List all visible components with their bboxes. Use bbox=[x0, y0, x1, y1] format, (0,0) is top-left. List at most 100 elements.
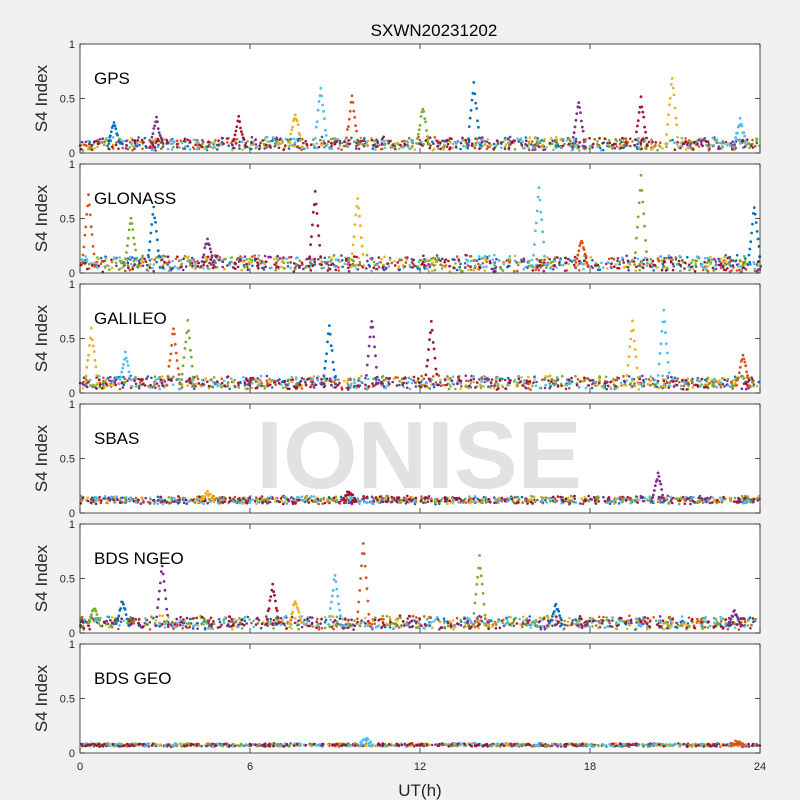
data-point bbox=[463, 262, 467, 265]
data-point bbox=[726, 267, 729, 270]
data-point bbox=[300, 148, 304, 152]
data-point bbox=[755, 269, 759, 273]
data-point bbox=[420, 262, 424, 266]
data-point bbox=[402, 266, 406, 269]
data-point bbox=[157, 384, 161, 388]
data-point bbox=[382, 385, 386, 388]
data-point bbox=[396, 261, 400, 264]
spike-point bbox=[636, 376, 640, 379]
spike-point bbox=[325, 352, 328, 356]
data-point bbox=[282, 256, 285, 259]
spike-point bbox=[370, 320, 374, 323]
data-point bbox=[268, 383, 272, 387]
spike-point bbox=[233, 133, 237, 137]
data-point bbox=[422, 377, 426, 381]
data-point bbox=[377, 265, 381, 269]
spike-point bbox=[570, 145, 574, 149]
data-point bbox=[102, 497, 105, 500]
data-point bbox=[186, 144, 189, 148]
data-point bbox=[201, 382, 204, 386]
data-point bbox=[155, 255, 158, 259]
data-point bbox=[408, 147, 411, 151]
spike-point bbox=[637, 382, 641, 386]
y-axis-title: S4 Index bbox=[32, 64, 51, 132]
spike-point bbox=[749, 240, 753, 244]
spike-point bbox=[124, 356, 128, 360]
spike-point bbox=[748, 247, 752, 251]
data-point bbox=[364, 143, 368, 147]
data-point bbox=[175, 143, 179, 146]
data-point bbox=[132, 500, 136, 503]
spike-point bbox=[741, 353, 745, 357]
data-point bbox=[493, 384, 496, 387]
data-point bbox=[594, 261, 597, 265]
spike-point bbox=[642, 115, 646, 119]
data-point bbox=[722, 496, 725, 499]
data-point bbox=[440, 264, 444, 267]
data-point bbox=[640, 138, 644, 141]
data-point bbox=[544, 383, 547, 387]
data-point bbox=[458, 268, 462, 271]
spike-point bbox=[583, 252, 587, 256]
data-point bbox=[223, 384, 226, 387]
spike-point bbox=[184, 340, 188, 344]
data-point bbox=[673, 148, 677, 151]
data-point bbox=[524, 265, 527, 269]
spike-point bbox=[177, 373, 181, 376]
data-point bbox=[606, 384, 610, 388]
data-point bbox=[114, 261, 118, 265]
data-point bbox=[738, 139, 742, 142]
spike-point bbox=[326, 340, 329, 344]
spike-point bbox=[89, 326, 93, 330]
data-point bbox=[146, 269, 150, 273]
data-point bbox=[407, 136, 411, 140]
data-point bbox=[86, 499, 90, 503]
data-point bbox=[300, 261, 304, 265]
data-point bbox=[576, 378, 580, 381]
data-point bbox=[94, 502, 98, 506]
spike-point bbox=[90, 338, 94, 341]
data-point bbox=[671, 258, 674, 262]
data-point bbox=[277, 143, 280, 146]
data-point bbox=[671, 501, 674, 505]
data-point bbox=[286, 387, 290, 391]
spike-point bbox=[641, 200, 645, 204]
data-point bbox=[79, 147, 83, 151]
data-point bbox=[756, 499, 760, 502]
data-point bbox=[267, 255, 270, 259]
data-point bbox=[204, 377, 208, 380]
data-point bbox=[592, 142, 595, 146]
spike-point bbox=[627, 355, 631, 359]
data-point bbox=[334, 386, 337, 389]
data-point bbox=[402, 139, 406, 143]
data-point bbox=[316, 379, 320, 382]
data-point bbox=[485, 140, 489, 144]
data-point bbox=[490, 619, 493, 622]
spike-point bbox=[673, 106, 677, 110]
data-point bbox=[317, 375, 320, 378]
data-point bbox=[262, 266, 265, 270]
data-point bbox=[273, 381, 276, 384]
data-point bbox=[385, 376, 388, 380]
data-point bbox=[261, 139, 265, 142]
data-point bbox=[207, 140, 210, 143]
data-point bbox=[400, 140, 404, 143]
data-point bbox=[98, 381, 102, 385]
data-point bbox=[576, 143, 579, 146]
spike-point bbox=[315, 120, 319, 124]
data-point bbox=[706, 257, 710, 260]
data-point bbox=[425, 382, 428, 385]
data-point bbox=[216, 384, 220, 388]
data-point bbox=[232, 500, 235, 504]
data-point bbox=[365, 141, 369, 144]
data-point bbox=[591, 145, 594, 149]
data-point bbox=[631, 140, 634, 143]
data-point bbox=[194, 261, 198, 265]
data-point bbox=[711, 136, 715, 140]
data-point bbox=[101, 270, 104, 274]
spike-point bbox=[661, 493, 664, 497]
data-point bbox=[275, 261, 278, 264]
data-point bbox=[160, 381, 164, 385]
data-point bbox=[748, 146, 751, 149]
